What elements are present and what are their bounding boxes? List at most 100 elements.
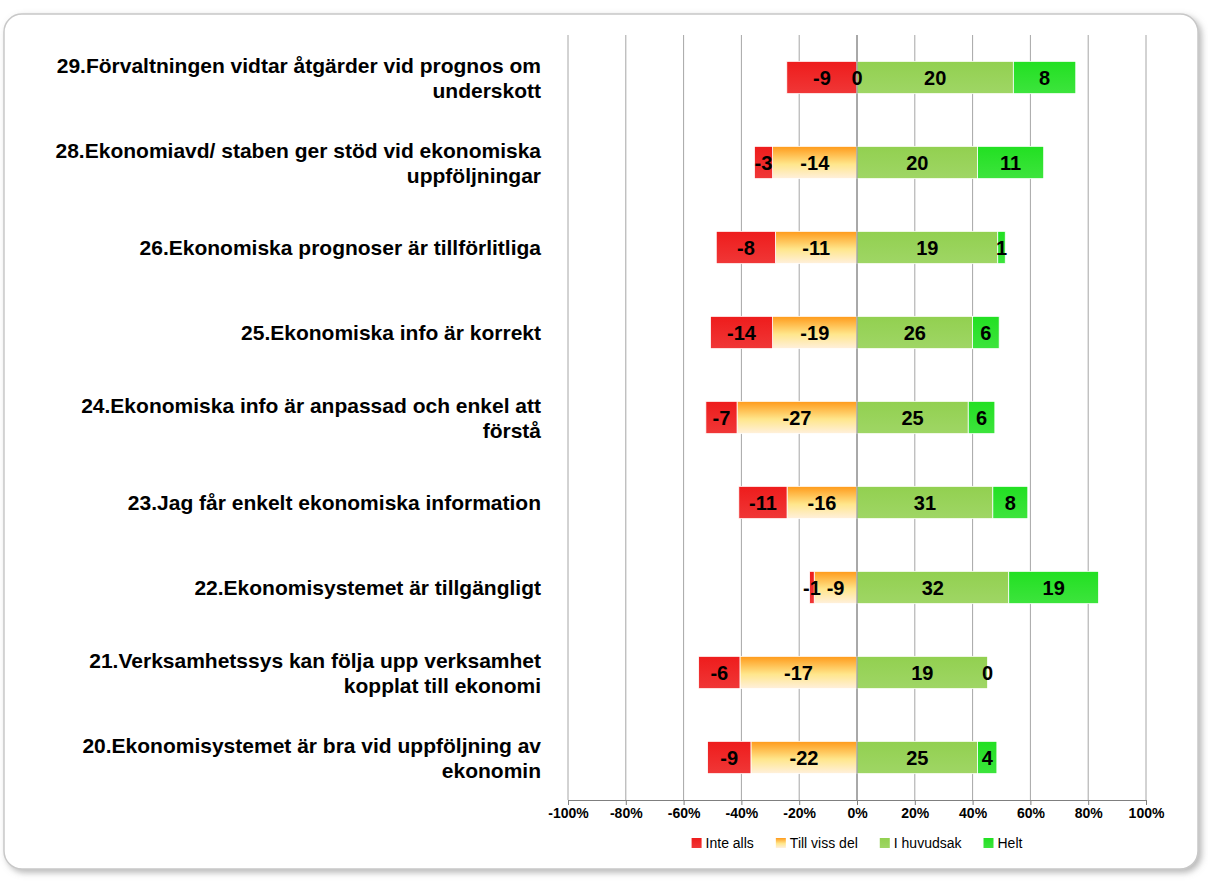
category-axis [857, 35, 858, 800]
axis-line [857, 35, 858, 800]
bar-segment [739, 486, 787, 518]
bar-segment [1009, 571, 1099, 603]
legend-item: Inte alls [692, 835, 754, 851]
bar-segment [754, 146, 772, 178]
data-label: -9 [720, 747, 738, 769]
bar-segment [857, 741, 978, 773]
data-label: 20 [906, 152, 928, 174]
frame [4, 14, 1198, 869]
category-label: 22.Ekonomisystemet är tillgängligt [194, 576, 541, 599]
data-label: 19 [916, 237, 938, 259]
grid-line [683, 35, 684, 800]
legend-label: Inte alls [706, 835, 754, 851]
legend-label: Till viss del [790, 835, 858, 851]
bar-segment [968, 401, 995, 433]
data-label: 0 [982, 662, 993, 684]
bar-segment [773, 146, 857, 178]
bar-segment [857, 401, 968, 433]
bar-segment [751, 741, 857, 773]
tick: -20% [783, 800, 816, 821]
data-label: 1 [996, 237, 1007, 259]
bar-segment [740, 656, 857, 688]
bar-segment [710, 316, 772, 348]
category-label: 23.Jag får enkelt ekonomiska information [128, 491, 541, 514]
grid-line [625, 35, 626, 800]
data-label: -9 [813, 67, 831, 89]
tick: -80% [610, 800, 643, 821]
category-label-line: 29.Förvaltningen vidtar åtgärder vid pro… [57, 54, 541, 77]
data-label: -11 [749, 492, 777, 514]
data-label: 19 [911, 662, 933, 684]
category-label-line: 22.Ekonomisystemet är tillgängligt [194, 576, 541, 599]
legend-item: I huvudsak [880, 835, 963, 851]
bar-segment [857, 571, 1009, 603]
tick: 40% [959, 800, 988, 821]
category-label-line: ekonomin [442, 759, 541, 782]
tick: 80% [1075, 800, 1104, 821]
bar-segment [776, 231, 857, 263]
data-label: -17 [784, 662, 813, 684]
bar-segment [857, 231, 998, 263]
grid-line [1088, 35, 1089, 800]
tick: 100% [1129, 800, 1165, 821]
legend-label: I huvudsak [894, 835, 963, 851]
category-label-line: 21.Verksamhetssys kan följa upp verksamh… [89, 649, 541, 672]
data-label: 31 [914, 492, 936, 514]
data-label: 6 [980, 322, 991, 344]
category-label: 25.Ekonomiska info är korrekt [241, 321, 541, 344]
category-label-line: 20.Ekonomisystemet är bra vid uppföljnin… [82, 734, 541, 757]
data-label: 11 [1000, 152, 1021, 174]
bar-segment [857, 656, 988, 688]
tick-label: 0% [847, 805, 868, 821]
bar-segment [773, 316, 857, 348]
category-labels: 29.Förvaltningen vidtar åtgärder vid pro… [56, 54, 542, 782]
x-axis: -100%-80%-60%-40%-20%0%20%40%60%80%100% [548, 800, 1165, 821]
bar-segment [973, 316, 1000, 348]
legend: Inte alls Till viss del I huvudsak Helt [692, 835, 1023, 851]
data-label: -11 [802, 237, 830, 259]
category-label-line: kopplat till ekonomi [344, 674, 541, 697]
tick-label: 80% [1075, 805, 1104, 821]
data-label: 25 [906, 747, 928, 769]
legend-swatch [984, 838, 994, 848]
grid-line [568, 35, 569, 800]
category-label-line: 28.Ekonomiavd/ staben ger stöd vid ekono… [56, 139, 542, 162]
tick: 60% [1017, 800, 1046, 821]
bar-segment [706, 401, 737, 433]
tick-label: 60% [1017, 805, 1046, 821]
bar-segment [1013, 61, 1075, 93]
tick-label: 20% [901, 805, 930, 821]
category-label-line: underskott [432, 79, 541, 102]
bar-segment [978, 741, 997, 773]
bar-segment [857, 486, 993, 518]
tick-label: 100% [1129, 805, 1165, 821]
bar-segment [787, 61, 857, 93]
data-label: 25 [902, 407, 924, 429]
tick: -60% [668, 800, 701, 821]
data-label: -22 [790, 747, 819, 769]
data-label: -14 [800, 152, 830, 174]
bar-segment [857, 316, 973, 348]
category-label-line: uppföljningar [407, 164, 541, 187]
bar-segment [857, 146, 978, 178]
legend-item: Helt [984, 835, 1023, 851]
category-label: 20.Ekonomisystemet är bra vid uppföljnin… [82, 734, 541, 782]
bar-segment [857, 61, 1013, 93]
category-label-line: 23.Jag får enkelt ekonomiska information [128, 491, 541, 514]
tick: 20% [901, 800, 930, 821]
bar-segment [716, 231, 775, 263]
bar-segment [708, 741, 751, 773]
data-label: 4 [982, 747, 994, 769]
legend-label: Helt [998, 835, 1023, 851]
data-label: -14 [727, 322, 757, 344]
category-label-line: 24.Ekonomiska info är anpassad och enkel… [81, 394, 541, 417]
legend-swatch [880, 838, 890, 848]
legend-swatch [692, 838, 702, 848]
legend-swatch [776, 838, 786, 848]
bar-segment [993, 486, 1028, 518]
data-label: -1 [803, 577, 821, 599]
data-labels: -90208-14-32011-11-8191-19-14266-27-7256… [710, 67, 1064, 769]
data-label: -8 [737, 237, 755, 259]
grid-line [1146, 35, 1147, 800]
data-label: -6 [710, 662, 728, 684]
